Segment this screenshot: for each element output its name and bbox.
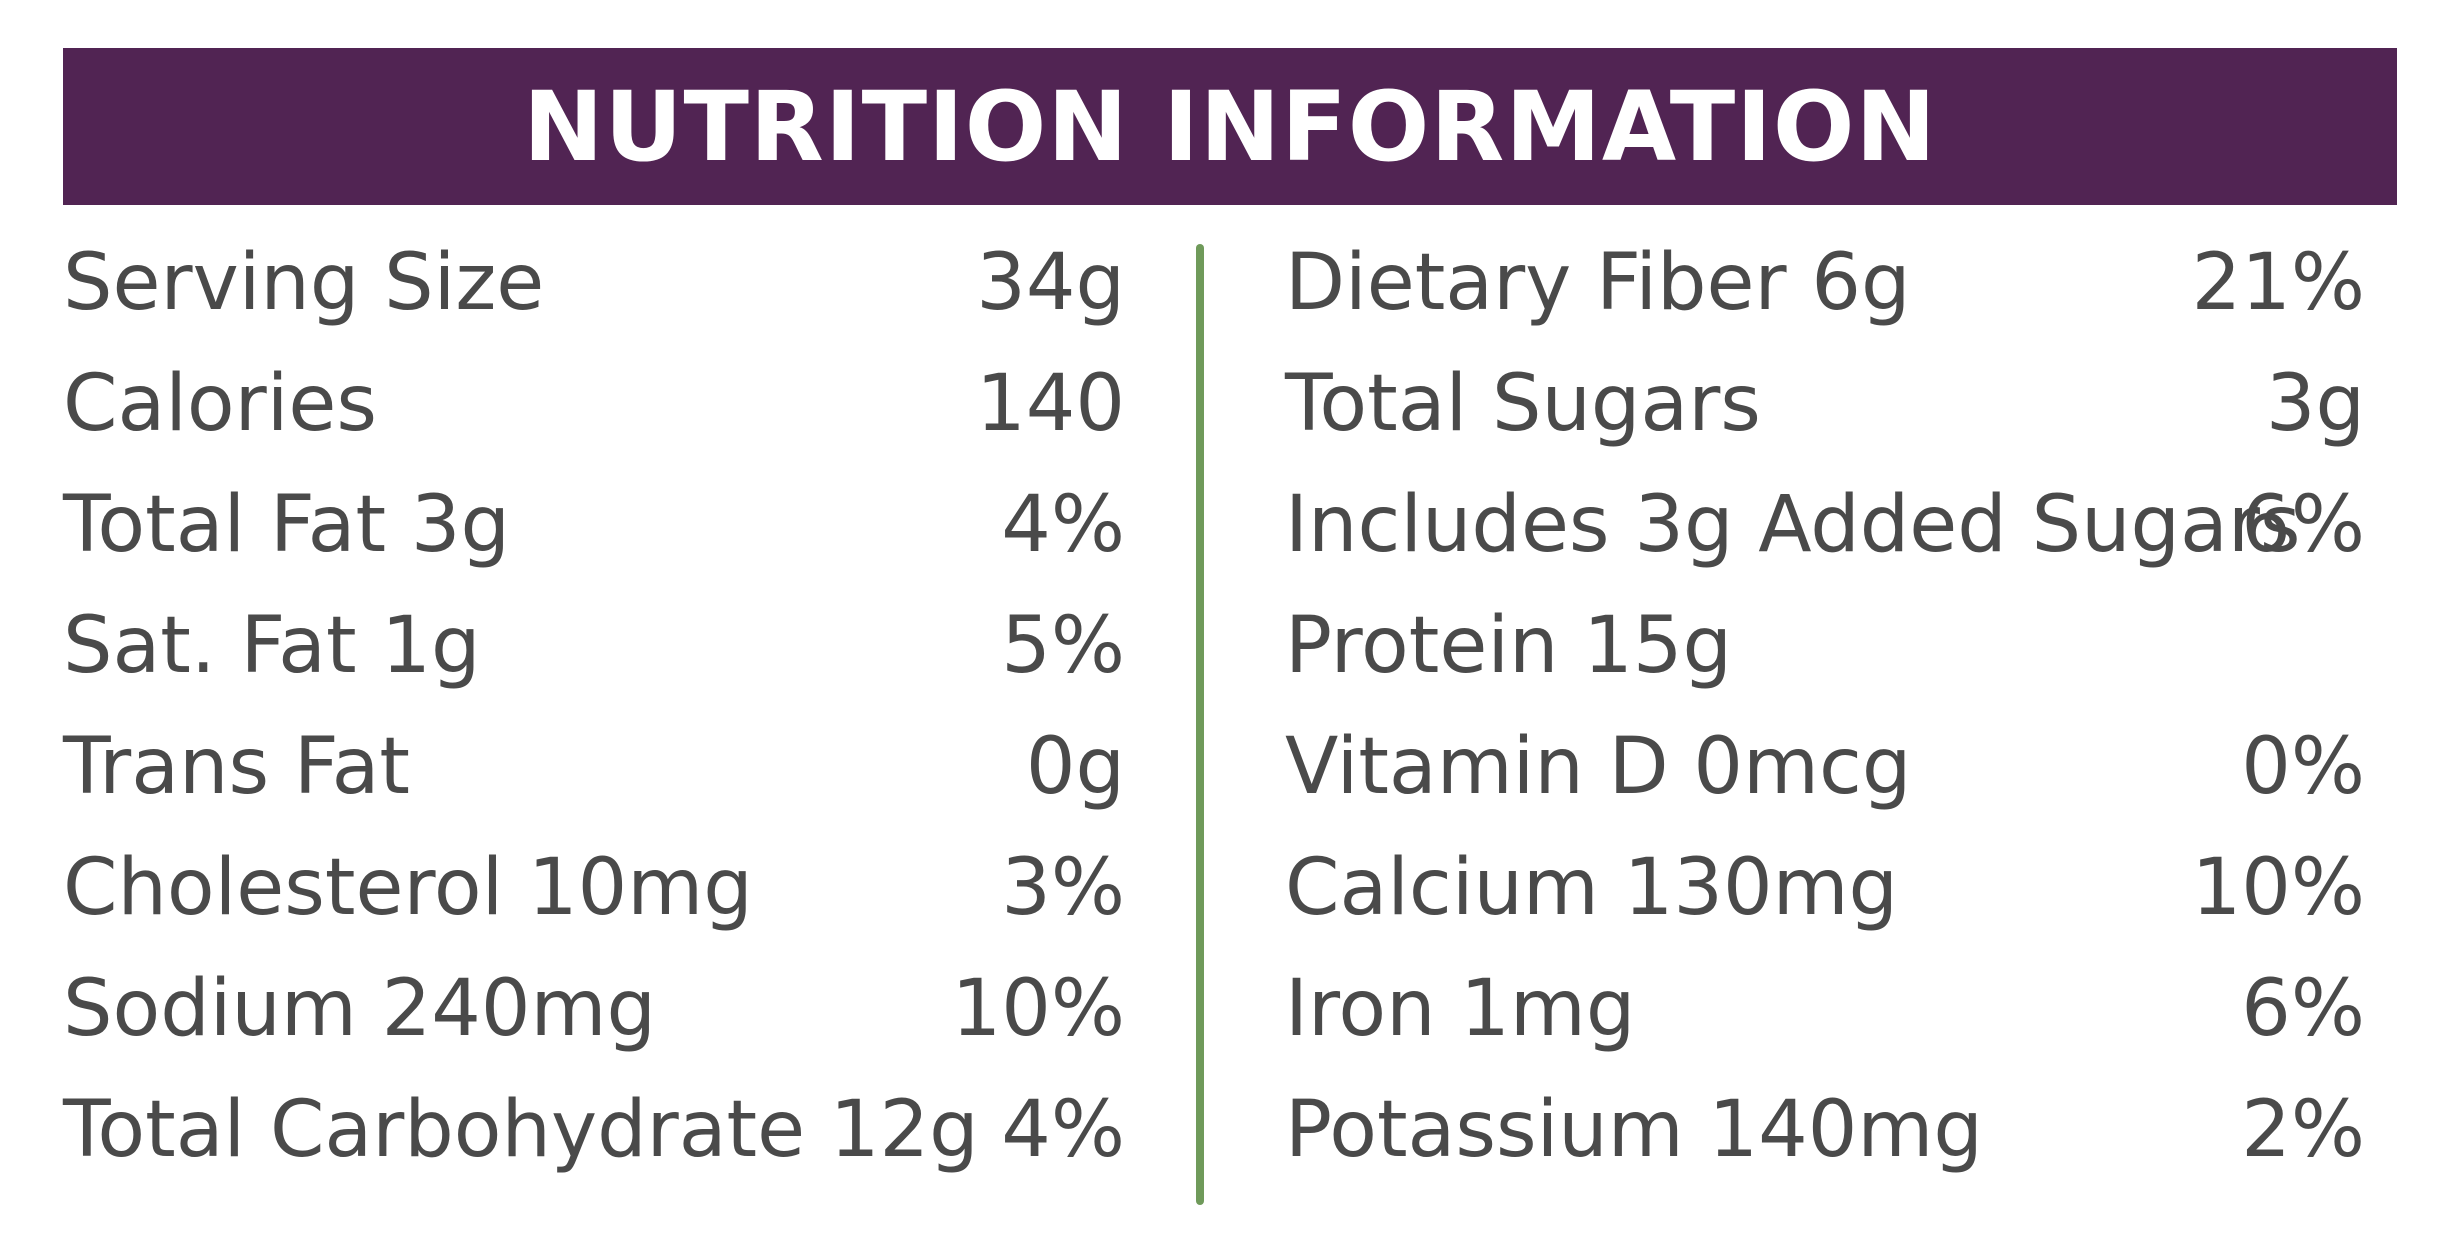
nutrient-value: 0%	[2241, 722, 2365, 812]
nutrient-value: 6%	[2241, 964, 2365, 1054]
nutrient-row-calories: Calories 140	[63, 344, 1125, 465]
nutrient-label: Cholesterol 10mg	[63, 843, 753, 933]
nutrient-label: Total Carbohydrate 12g	[63, 1085, 979, 1175]
nutrient-label: Sodium 240mg	[63, 964, 656, 1054]
nutrient-value: 6%	[2241, 480, 2365, 570]
nutrient-row-cholesterol: Cholesterol 10mg 3%	[63, 828, 1125, 949]
nutrient-label: Trans Fat	[63, 722, 411, 812]
nutrient-value: 10%	[951, 964, 1125, 1054]
nutrient-row-dietary-fiber: Dietary Fiber 6g 21%	[1285, 223, 2365, 344]
nutrient-label: Vitamin D 0mcg	[1285, 722, 1912, 812]
nutrient-label: Iron 1mg	[1285, 964, 1636, 1054]
page-title: NUTRITION INFORMATION	[523, 70, 1937, 183]
nutrient-label: Sat. Fat 1g	[63, 601, 481, 691]
nutrient-label: Includes 3g Added Sugars	[1285, 480, 2301, 570]
nutrient-value: 34g	[976, 238, 1125, 328]
nutrient-label: Serving Size	[63, 238, 545, 328]
nutrient-row-potassium: Potassium 140mg 2%	[1285, 1070, 2365, 1191]
nutrient-value: 4%	[1001, 480, 1125, 570]
nutrient-value: 140	[976, 359, 1125, 449]
nutrient-value: 3%	[1001, 843, 1125, 933]
nutrient-row-calcium: Calcium 130mg 10%	[1285, 828, 2365, 949]
nutrient-value: 21%	[2191, 238, 2365, 328]
nutrition-left-column: Serving Size 34g Calories 140 Total Fat …	[63, 223, 1125, 1191]
nutrient-value: 10%	[2191, 843, 2365, 933]
nutrient-row-protein: Protein 15g	[1285, 586, 2365, 707]
nutrition-right-column: Dietary Fiber 6g 21% Total Sugars 3g Inc…	[1285, 223, 2365, 1191]
nutrient-value: 0g	[1025, 722, 1125, 812]
nutrient-value: 4%	[1001, 1085, 1125, 1175]
nutrient-row-sodium: Sodium 240mg 10%	[63, 949, 1125, 1070]
header-bar: NUTRITION INFORMATION	[63, 48, 2397, 205]
nutrient-row-vitamin-d: Vitamin D 0mcg 0%	[1285, 707, 2365, 828]
column-divider	[1196, 244, 1204, 1205]
nutrient-label: Potassium 140mg	[1285, 1085, 1983, 1175]
nutrient-value: 2%	[2241, 1085, 2365, 1175]
nutrient-row-sat-fat: Sat. Fat 1g 5%	[63, 586, 1125, 707]
nutrient-value: 3g	[2265, 359, 2365, 449]
nutrient-row-trans-fat: Trans Fat 0g	[63, 707, 1125, 828]
nutrient-row-total-carbohydrate: Total Carbohydrate 12g 4%	[63, 1070, 1125, 1191]
nutrient-row-total-fat: Total Fat 3g 4%	[63, 465, 1125, 586]
nutrient-label: Dietary Fiber 6g	[1285, 238, 1911, 328]
nutrient-row-added-sugars: Includes 3g Added Sugars 6%	[1285, 465, 2365, 586]
nutrient-row-total-sugars: Total Sugars 3g	[1285, 344, 2365, 465]
nutrient-row-iron: Iron 1mg 6%	[1285, 949, 2365, 1070]
nutrient-label: Total Fat 3g	[63, 480, 510, 570]
nutrient-label: Calories	[63, 359, 378, 449]
nutrient-label: Calcium 130mg	[1285, 843, 1899, 933]
nutrient-row-serving-size: Serving Size 34g	[63, 223, 1125, 344]
nutrient-label: Protein 15g	[1285, 601, 1732, 691]
nutrient-value: 5%	[1001, 601, 1125, 691]
nutrient-label: Total Sugars	[1285, 359, 1761, 449]
